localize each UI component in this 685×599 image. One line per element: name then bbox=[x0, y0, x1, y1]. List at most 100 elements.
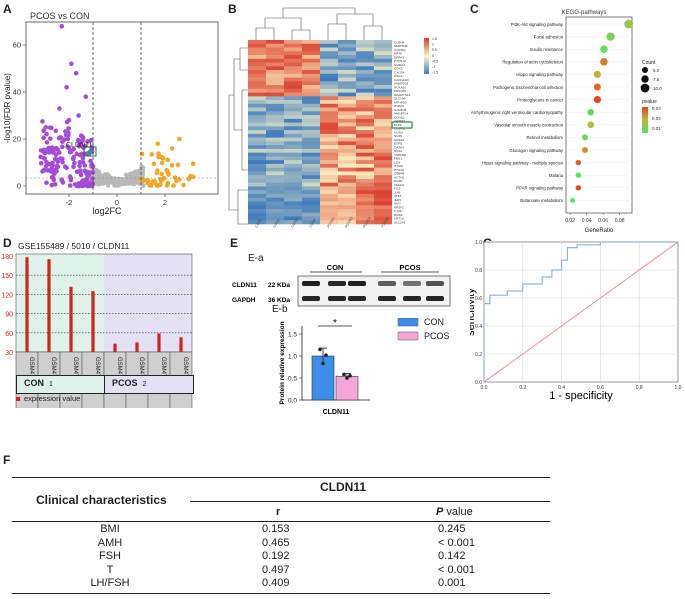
heatmap-cell bbox=[356, 40, 374, 45]
point-up bbox=[171, 183, 176, 188]
gene-label: HSPA5 bbox=[394, 104, 404, 108]
heatmap-cell bbox=[266, 111, 284, 116]
protein-bar bbox=[335, 375, 359, 401]
sub-label-eb: E-b bbox=[272, 304, 288, 315]
point-down bbox=[41, 128, 46, 133]
protein-bars bbox=[311, 347, 359, 401]
heatmap-cell bbox=[266, 122, 284, 127]
heatmap-cell bbox=[338, 122, 356, 127]
gene-label: CCND2 bbox=[394, 115, 405, 119]
heatmap-cell bbox=[266, 58, 284, 63]
heatmap-cell bbox=[374, 58, 392, 63]
heatmap-cell bbox=[338, 85, 356, 90]
heatmap-cell bbox=[302, 141, 320, 146]
heatmap-cell bbox=[338, 115, 356, 120]
kegg-pathway-label: Regulation of actin cytoskeleton bbox=[502, 60, 563, 65]
gene-label: MTHFD2 bbox=[394, 100, 407, 104]
legend-swatch bbox=[397, 331, 419, 341]
heatmap-cell bbox=[284, 96, 302, 101]
heatmap-cell bbox=[356, 92, 374, 97]
table-cell-r: 0.192 bbox=[262, 550, 290, 562]
heatmap-cell bbox=[320, 118, 338, 123]
y-tick-label: 60 bbox=[5, 331, 13, 338]
heatmap-cell bbox=[356, 77, 374, 82]
heatmap-cell bbox=[284, 77, 302, 82]
pvalue-legend-label: 0.01 bbox=[652, 126, 661, 131]
point-ns bbox=[106, 180, 112, 185]
heatmap-cell bbox=[338, 190, 356, 195]
kegg-dot bbox=[581, 134, 588, 141]
heatmap-cell bbox=[248, 62, 266, 67]
heatmap-cell bbox=[284, 208, 302, 214]
heatmap-cell bbox=[320, 182, 338, 187]
data-point bbox=[318, 347, 322, 352]
heatmap-cell bbox=[266, 212, 284, 217]
x-tick-label: 2 bbox=[163, 198, 167, 207]
point-up bbox=[141, 178, 147, 183]
kegg-pathway-label: Vascular smooth muscle contraction bbox=[494, 123, 563, 128]
heatmap-cell bbox=[356, 107, 374, 112]
heatmap-cell bbox=[266, 197, 284, 202]
heatmap-cell bbox=[266, 175, 284, 180]
heatmap-cell bbox=[248, 103, 266, 108]
heatmap-cell bbox=[338, 212, 356, 217]
gene-label: CEBPB bbox=[394, 172, 405, 176]
gene-label: CACNA1D bbox=[394, 78, 410, 82]
kegg-dot bbox=[624, 19, 634, 29]
heatmap-cell bbox=[266, 73, 284, 78]
panel-label-a: A bbox=[3, 2, 12, 16]
heatmap-cell bbox=[374, 40, 392, 45]
gene-label: PTPN12 bbox=[394, 59, 406, 63]
point-down bbox=[89, 183, 95, 189]
heatmap-cell bbox=[248, 81, 266, 86]
scale-tick-label: 1.5 bbox=[432, 37, 437, 41]
heatmap-cell bbox=[248, 175, 266, 180]
heatmap-cell bbox=[356, 81, 374, 86]
heatmap-gene-labels: CLDN4SERPINBUQCRQKRT8DPPA3PTPN12S100A1CO… bbox=[394, 40, 411, 224]
sample-label: PCOS2 bbox=[344, 216, 353, 228]
point-down bbox=[45, 168, 51, 173]
heatmap-cell bbox=[374, 145, 392, 150]
heatmap-cell bbox=[338, 216, 356, 221]
point-down bbox=[59, 23, 65, 29]
blot-bands bbox=[302, 281, 444, 301]
count-legend-label: 7.5 bbox=[653, 77, 660, 82]
point-up bbox=[152, 178, 157, 184]
gene-label: COX5 bbox=[394, 67, 403, 71]
y-tick-label: 40 bbox=[13, 88, 21, 97]
kegg-dot bbox=[575, 172, 582, 178]
heatmap-sample-labels: CON1 CON2 CON3 CON4 PCOS1 PCOS2 PCOS3 PCOS4 bbox=[254, 216, 389, 228]
heatmap-cell bbox=[284, 167, 302, 172]
gene-label: PRSS35 bbox=[394, 89, 406, 93]
heatmap-cell bbox=[302, 58, 320, 63]
heatmap-cell bbox=[248, 133, 266, 138]
heatmap-cell bbox=[302, 81, 320, 86]
count-legend-dot bbox=[640, 83, 650, 93]
kegg-dot bbox=[570, 197, 576, 203]
legend-swatch bbox=[397, 318, 419, 327]
y-tick-label: 1.0 bbox=[475, 240, 482, 246]
table-col-p-suffix: value bbox=[443, 506, 473, 518]
gse-legend-text: expression value bbox=[24, 394, 81, 403]
heatmap-cell bbox=[248, 126, 266, 131]
heatmap-cell bbox=[284, 115, 302, 120]
heatmap-cell bbox=[320, 103, 338, 108]
heatmap-cell bbox=[302, 220, 320, 225]
heatmap-cell bbox=[302, 148, 320, 153]
heatmap-cell bbox=[374, 182, 392, 187]
heatmap-cell bbox=[338, 77, 356, 82]
heatmap-cell bbox=[302, 133, 320, 138]
heatmap-cell bbox=[356, 148, 374, 153]
count-legend-dot bbox=[642, 67, 648, 73]
heatmap-cell bbox=[266, 115, 284, 120]
heatmap-cell bbox=[248, 73, 266, 78]
heatmap-cell bbox=[320, 126, 338, 131]
heatmap-cell bbox=[356, 88, 374, 93]
heatmap-cell bbox=[284, 85, 302, 90]
x-tick-label: 0.0 bbox=[481, 385, 488, 391]
point-ns bbox=[93, 167, 99, 172]
y-tick-label: 1.0 bbox=[288, 354, 297, 361]
kegg-dot-plot: KEGG-pathways PI3K-Akt signaling pathway… bbox=[471, 10, 662, 234]
heatmap-cell bbox=[266, 141, 284, 146]
heatmap-cell bbox=[302, 171, 320, 176]
